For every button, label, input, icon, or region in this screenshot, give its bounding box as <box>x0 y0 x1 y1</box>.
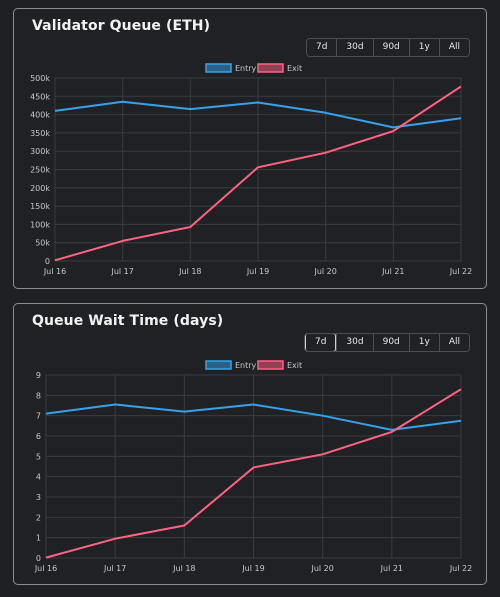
y-tick-label: 6 <box>36 432 41 441</box>
x-tick-label: Jul 19 <box>246 267 269 276</box>
y-tick-label: 300k <box>30 147 50 156</box>
y-tick-label: 4 <box>36 473 41 482</box>
y-tick-label: 1 <box>36 534 41 543</box>
x-tick-label: Jul 18 <box>172 564 195 573</box>
y-tick-label: 7 <box>36 412 41 421</box>
x-tick-label: Jul 22 <box>449 564 472 573</box>
x-tick-label: Jul 21 <box>380 564 403 573</box>
legend-label-exit: Exit <box>287 361 302 370</box>
x-tick-label: Jul 20 <box>310 564 333 573</box>
legend-label-entry: Entry <box>235 64 257 73</box>
queue-wait-time-card: Queue Wait Time (days) 7d 30d 90d 1y All… <box>13 303 487 585</box>
y-tick-label: 450k <box>30 92 50 101</box>
card-title: Validator Queue (ETH) <box>32 18 211 34</box>
series-line-exit <box>54 85 462 262</box>
wait-time-line-chart: Entry Exit 0 1 2 3 4 5 6 7 8 9 Jul 16 Jul 17 Jul 18 Jul… <box>34 360 472 573</box>
x-tick-label: Jul 17 <box>110 267 133 276</box>
queue-line-chart: Entry Exit 0 50k 100k 150k 200k 250k 300k 350k 400… <box>30 63 472 276</box>
x-tick-label: Jul 21 <box>381 267 404 276</box>
range-7d-button[interactable]: 7d <box>306 39 337 56</box>
range-selector: 7d 30d 90d 1y All <box>303 333 470 352</box>
x-tick-label: Jul 19 <box>241 564 264 573</box>
range-1y-button[interactable]: 1y <box>408 39 439 56</box>
range-30d-button[interactable]: 30d <box>336 39 373 56</box>
y-tick-label: 0 <box>36 554 41 563</box>
x-tick-label: Jul 18 <box>178 267 201 276</box>
x-tick-label: Jul 22 <box>449 267 472 276</box>
range-all-button[interactable]: All <box>438 39 469 56</box>
range-all-button[interactable]: All <box>438 334 469 351</box>
card-title: Queue Wait Time (days) <box>32 313 224 329</box>
range-1y-button[interactable]: 1y <box>408 334 439 351</box>
y-tick-label: 50k <box>35 239 50 248</box>
y-tick-label: 150k <box>30 202 50 211</box>
y-tick-label: 8 <box>36 391 41 400</box>
y-tick-label: 2 <box>36 513 41 522</box>
y-tick-label: 400k <box>30 111 50 120</box>
y-tick-label: 5 <box>36 452 41 461</box>
series-line-entry <box>54 100 462 129</box>
series-line-entry <box>45 403 462 431</box>
y-tick-label: 350k <box>30 129 50 138</box>
y-tick-label: 9 <box>36 371 41 380</box>
y-tick-label: 3 <box>36 493 41 502</box>
x-tick-label: Jul 16 <box>43 267 66 276</box>
y-tick-label: 500k <box>30 74 50 83</box>
legend-label-exit: Exit <box>287 64 302 73</box>
y-tick-label: 250k <box>30 166 50 175</box>
x-tick-label: Jul 17 <box>103 564 126 573</box>
series-line-exit <box>45 388 462 559</box>
legend-swatch-entry <box>205 63 232 73</box>
range-selector: 7d 30d 90d 1y All <box>305 38 470 57</box>
range-90d-button[interactable]: 90d <box>372 39 409 56</box>
x-tick-label: Jul 20 <box>313 267 336 276</box>
x-tick-label: Jul 16 <box>34 564 57 573</box>
y-tick-label: 100k <box>30 220 50 229</box>
legend-label-entry: Entry <box>235 361 257 370</box>
range-7d-button[interactable]: 7d <box>304 334 337 351</box>
legend-swatch-exit <box>257 360 284 370</box>
y-tick-label: 0 <box>45 257 50 266</box>
range-90d-button[interactable]: 90d <box>372 334 409 351</box>
legend-swatch-exit <box>257 63 284 73</box>
y-tick-label: 200k <box>30 184 50 193</box>
range-30d-button[interactable]: 30d <box>336 334 373 351</box>
legend-swatch-entry <box>205 360 232 370</box>
validator-queue-card: Validator Queue (ETH) 7d 30d 90d 1y All … <box>13 8 487 289</box>
